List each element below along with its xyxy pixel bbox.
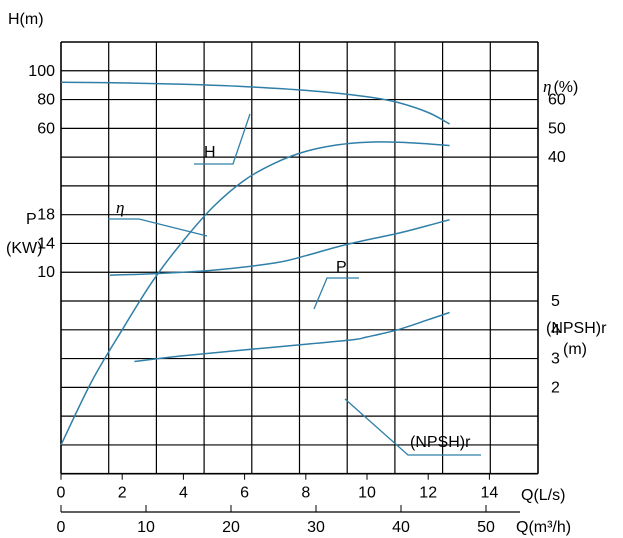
x-tick-label-ls: 2 bbox=[118, 485, 127, 502]
x-tick-label-m3h: 40 bbox=[392, 519, 410, 536]
y-axis-label-p-unit: (KW) bbox=[6, 240, 42, 257]
x-axis-label-ls: Q(L/s) bbox=[521, 487, 565, 504]
curve-label-p: P bbox=[336, 259, 347, 276]
p-tick-label: 18 bbox=[37, 207, 55, 224]
eta-tick-label: 50 bbox=[548, 120, 566, 137]
x-tick-label-m3h: 0 bbox=[57, 519, 66, 536]
y-axis-label-h: H(m) bbox=[8, 11, 44, 28]
leader-npsh bbox=[344, 398, 481, 456]
curve-label-h: H bbox=[204, 144, 216, 161]
curve-h bbox=[60, 81, 450, 125]
curves bbox=[60, 81, 481, 456]
x-tick-label-ls: 6 bbox=[240, 485, 249, 502]
curve-label-npsh: (NPSH)r bbox=[410, 434, 471, 451]
npsh-tick-label: 3 bbox=[551, 351, 560, 368]
x-tick-label-ls: 0 bbox=[57, 485, 66, 502]
eta-tick-label: 60 bbox=[548, 92, 566, 109]
curve-eta bbox=[60, 141, 450, 446]
x-tick-label-ls: 8 bbox=[301, 485, 310, 502]
x-tick-label-m3h: 30 bbox=[307, 519, 325, 536]
npsh-tick-label: 4 bbox=[551, 322, 560, 339]
y-axis-label-npsh-unit: (m) bbox=[563, 341, 587, 358]
h-tick-label: 60 bbox=[37, 120, 55, 137]
x-tick-label-m3h: 20 bbox=[222, 519, 240, 536]
leader-eta bbox=[108, 218, 208, 237]
leader-p bbox=[313, 277, 359, 310]
x-axis-label-m3h: Q(m³/h) bbox=[516, 519, 571, 536]
x-tick-label-ls: 14 bbox=[481, 485, 499, 502]
y-axis-label-p: P bbox=[26, 211, 37, 228]
x-tick-label-m3h: 10 bbox=[137, 519, 155, 536]
curve-npsh bbox=[134, 311, 450, 363]
p-tick-label: 14 bbox=[37, 235, 55, 252]
p-tick-label: 10 bbox=[37, 264, 55, 281]
x-tick-label-ls: 4 bbox=[179, 485, 188, 502]
y-axis-label-npsh: (NPSH)r bbox=[546, 320, 607, 337]
x-tick-label-ls: 12 bbox=[419, 485, 437, 502]
x-tick-label-m3h: 50 bbox=[477, 519, 495, 536]
y-axis-label-eta: η (%) bbox=[543, 77, 578, 96]
leader-h bbox=[194, 113, 251, 165]
h-tick-label: 100 bbox=[28, 63, 55, 80]
npsh-tick-label: 5 bbox=[551, 293, 560, 310]
npsh-tick-label: 2 bbox=[551, 379, 560, 396]
h-tick-label: 80 bbox=[37, 92, 55, 109]
x-tick-label-ls: 10 bbox=[358, 485, 376, 502]
eta-tick-label: 40 bbox=[548, 149, 566, 166]
curve-label-eta: η bbox=[116, 198, 124, 217]
curve-p bbox=[109, 218, 450, 276]
